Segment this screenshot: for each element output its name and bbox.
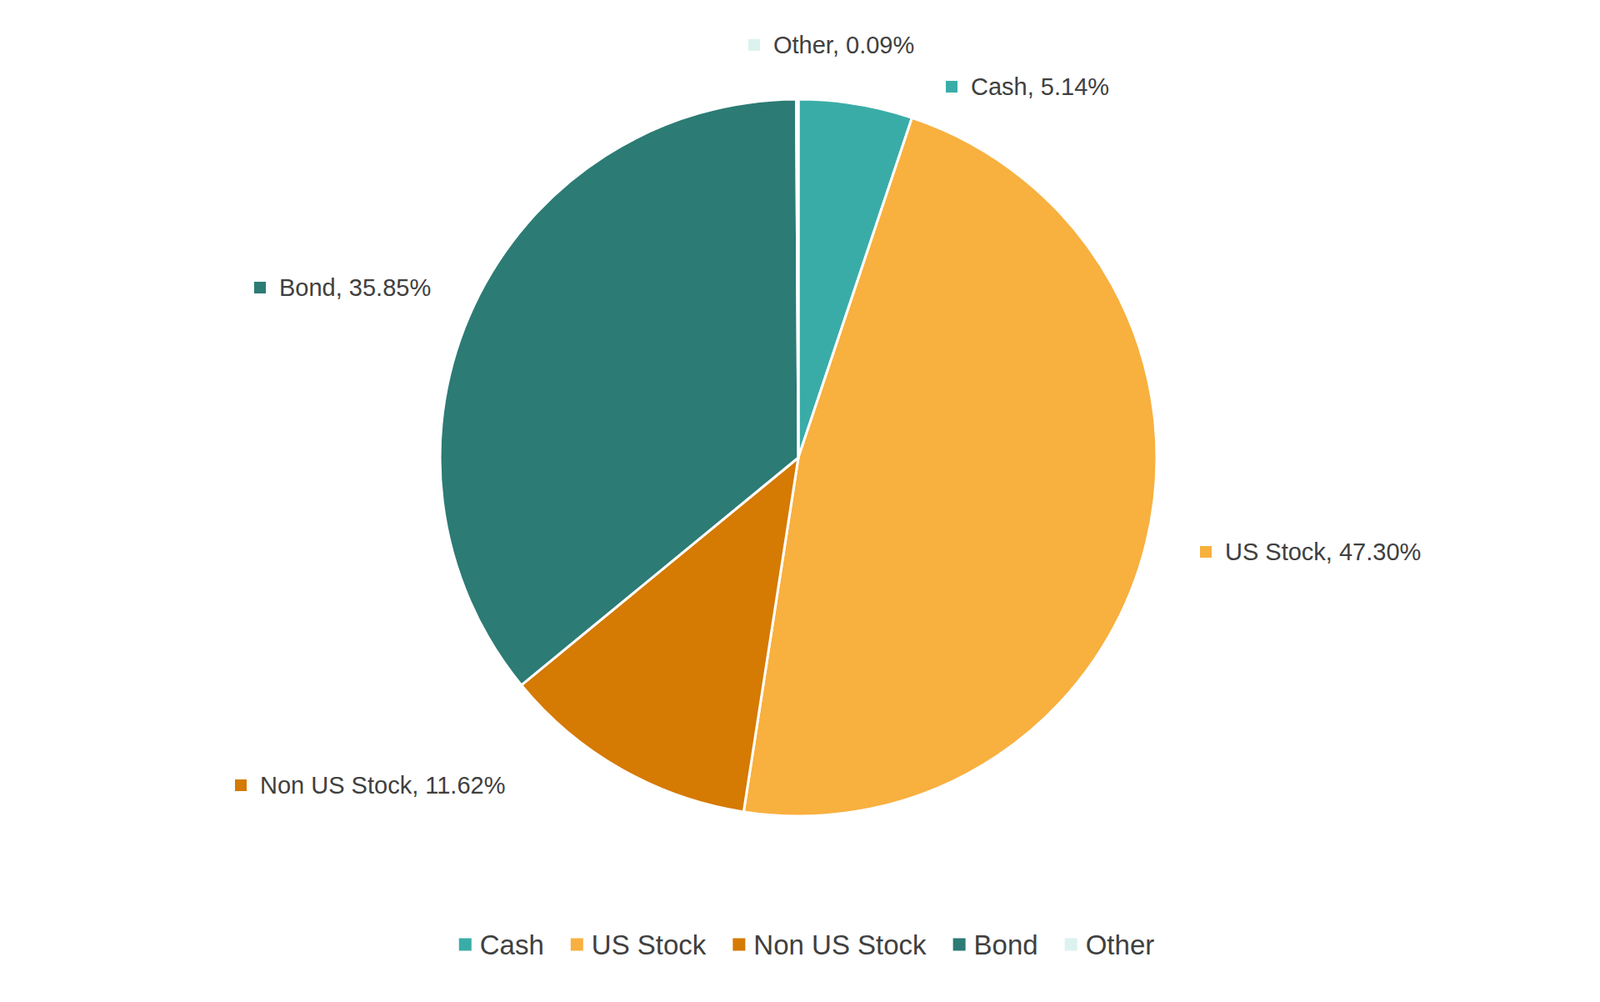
data-label: US Stock, 47.30% (1225, 538, 1421, 565)
data-label: Cash, 5.14% (970, 73, 1110, 100)
data-label-key (1200, 545, 1212, 558)
legend-marker (459, 938, 472, 951)
pie-slice (743, 117, 1157, 816)
legend-item: Non US Stock (732, 929, 927, 960)
legend-item: Bond (953, 929, 1039, 960)
legend-label: Bond (974, 929, 1039, 960)
data-labels: Cash, 5.14% US Stock, 47.30% Non US Stock,… (235, 31, 1421, 799)
chart-svg: Cash, 5.14% US Stock, 47.30% Non US Stock,… (0, 0, 1600, 1002)
legend-marker (570, 938, 584, 951)
legend-item: Cash (459, 929, 545, 960)
legend-label: Cash (480, 929, 545, 960)
legend-marker (1065, 938, 1078, 951)
legend-marker (732, 938, 745, 951)
data-label-key (945, 80, 958, 93)
pie-slice (796, 99, 799, 458)
pie-slice (440, 99, 799, 685)
background (0, 0, 1600, 1002)
slices (440, 99, 1157, 816)
data-label-key (254, 281, 266, 294)
data-label: Bond, 35.85% (279, 274, 431, 301)
data-label: Other, 0.09% (773, 31, 915, 59)
legend-label: US Stock (591, 929, 707, 960)
data-label-key (235, 779, 247, 791)
data-label-key (748, 39, 760, 51)
legend-label: Other (1085, 929, 1155, 960)
legend-item: Other (1065, 929, 1155, 960)
legend: Cash US Stock Non US Stock Bond Other (459, 929, 1155, 960)
legend-marker (953, 938, 966, 951)
legend-item: US Stock (570, 929, 707, 960)
data-label: Non US Stock, 11.62% (260, 771, 505, 799)
chart-container: Cash, 5.14% US Stock, 47.30% Non US Stock,… (0, 0, 1600, 1002)
legend-label: Non US Stock (753, 929, 927, 960)
